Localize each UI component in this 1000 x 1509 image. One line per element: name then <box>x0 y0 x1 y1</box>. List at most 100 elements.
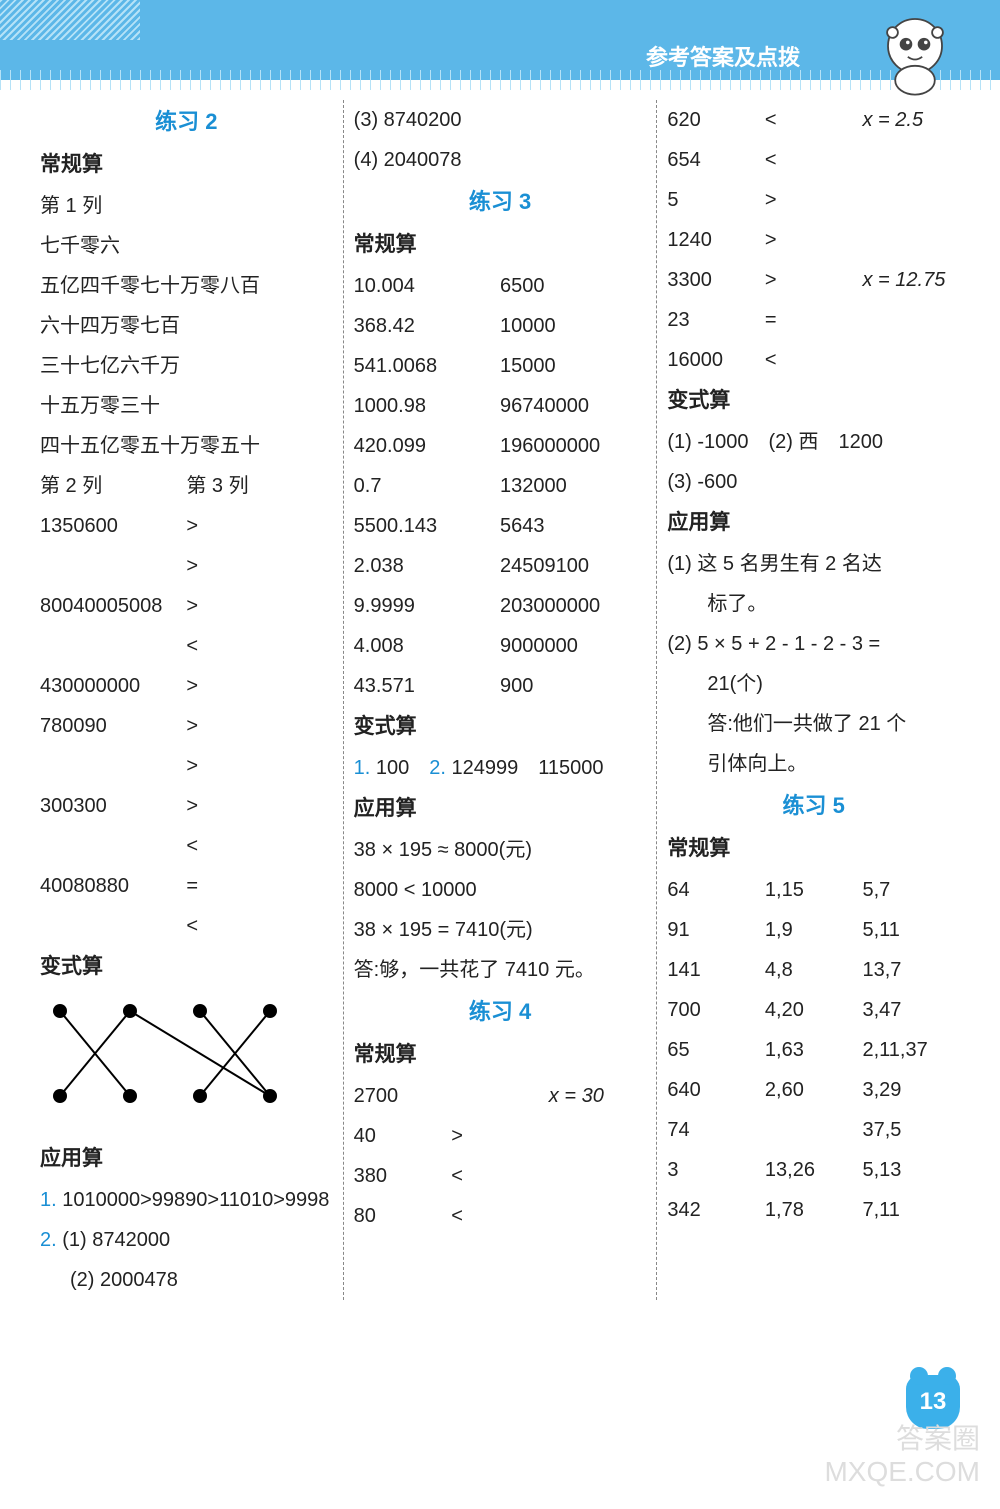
c1-list-4: 十五万零三十 <box>40 386 333 426</box>
cell: > <box>186 706 332 746</box>
ex2-title: 练习 2 <box>40 100 333 144</box>
c3-app-1: 标了。 <box>667 584 960 624</box>
cell: x = 2.5 <box>862 100 960 140</box>
cell: < <box>186 826 332 866</box>
cell: 15000 <box>500 346 646 386</box>
c2-top-1: (4) 2040078 <box>354 140 647 180</box>
cell <box>40 826 186 866</box>
ex3-title: 练习 3 <box>354 180 647 224</box>
c3-app-2: (2) 5 × 5 + 2 - 1 - 2 - 3 = <box>667 624 960 664</box>
cell: 5,7 <box>862 870 960 910</box>
cell: 2700 <box>354 1076 452 1116</box>
cell: 80040005008 <box>40 586 186 626</box>
cell: 13,26 <box>765 1150 863 1190</box>
watermark: 答案圈 MXQE.COM <box>824 1422 980 1489</box>
c1-list-3: 三十七亿六千万 <box>40 346 333 386</box>
c1-d1: 第 1 列 <box>40 186 333 226</box>
table-row: < <box>40 906 333 946</box>
cell: 1,78 <box>765 1190 863 1230</box>
column-2: (3) 8740200 (4) 2040078 练习 3 常规算 10.0046… <box>344 100 658 1300</box>
cell: > <box>186 786 332 826</box>
cell: 1350600 <box>40 506 186 546</box>
c1-list-0: 七千零六 <box>40 226 333 266</box>
table-row: 0.7132000 <box>354 466 647 506</box>
cell: 900 <box>500 666 646 706</box>
table-row: 300300> <box>40 786 333 826</box>
cell: > <box>765 180 863 220</box>
header-title: 参考答案及点拨 <box>646 40 800 72</box>
cell: 196000000 <box>500 426 646 466</box>
cell: 96740000 <box>500 386 646 426</box>
table-row: 7004,203,47 <box>667 990 960 1030</box>
c2-app-0: 38 × 195 ≈ 8000(元) <box>354 830 647 870</box>
cell: 16000 <box>667 340 765 380</box>
cell: 65 <box>667 1030 765 1070</box>
c1-app2-1: (2) 2000478 <box>40 1260 333 1300</box>
cell: < <box>186 906 332 946</box>
cell: 132000 <box>500 466 646 506</box>
cell: < <box>765 340 863 380</box>
cell <box>40 906 186 946</box>
cell: 541.0068 <box>354 346 500 386</box>
table-row: 541.006815000 <box>354 346 647 386</box>
cell: 1,15 <box>765 870 863 910</box>
cell: 9000000 <box>500 626 646 666</box>
cell: 2.038 <box>354 546 500 586</box>
cell: 620 <box>667 100 765 140</box>
cell: x = 12.75 <box>862 260 960 300</box>
mascot-icon <box>870 10 960 100</box>
column-3: 620<x = 2.5654<5>1240>3300>x = 12.7523=1… <box>657 100 970 1300</box>
cell: 203000000 <box>500 586 646 626</box>
cell <box>549 1156 647 1196</box>
cell: 7,11 <box>862 1190 960 1230</box>
cell: 5500.143 <box>354 506 500 546</box>
table-row: 3421,787,11 <box>667 1190 960 1230</box>
table-row: < <box>40 626 333 666</box>
cell: 5 <box>667 180 765 220</box>
cell: 13,7 <box>862 950 960 990</box>
c2-bs-1n: 1. <box>354 757 371 779</box>
c2-table: 10.0046500368.4210000541.0068150001000.9… <box>354 266 647 706</box>
cell: 368.42 <box>354 306 500 346</box>
cell: 10000 <box>500 306 646 346</box>
c2-top-0: (3) 8740200 <box>354 100 647 140</box>
table-row: 368.4210000 <box>354 306 647 346</box>
table-row: 10.0046500 <box>354 266 647 306</box>
matching-diagram <box>40 996 300 1116</box>
c2-bs-1: 100 <box>376 757 409 779</box>
c1-s3-title: 应用算 <box>40 1138 333 1180</box>
c1-app2-0-text: (1) 8742000 <box>62 1229 170 1251</box>
table-row: 420.099196000000 <box>354 426 647 466</box>
cell: > <box>765 220 863 260</box>
table-row: 380< <box>354 1156 647 1196</box>
c1-app1: 1. 1010000>99890>11010>9998 <box>40 1180 333 1220</box>
table-row: 651,632,11,37 <box>667 1030 960 1070</box>
table-row: 23= <box>667 300 960 340</box>
cell: 4.008 <box>354 626 500 666</box>
watermark-line1: 答案圈 <box>824 1422 980 1456</box>
table-row: 641,155,7 <box>667 870 960 910</box>
c2-tab2: 2700x = 3040>380<80< <box>354 1076 647 1236</box>
c2-bs-2b: 115000 <box>538 757 603 779</box>
cell <box>40 746 186 786</box>
top-bar: 参考答案及点拨 <box>0 0 1000 80</box>
c2-s3-title: 应用算 <box>354 788 647 830</box>
cell <box>549 1196 647 1236</box>
table-row: 654< <box>667 140 960 180</box>
cell: 380 <box>354 1156 452 1196</box>
c1-app1-text: 1010000>99890>11010>9998 <box>62 1189 329 1211</box>
table-row: 2.03824509100 <box>354 546 647 586</box>
c3-app-5: 引体向上。 <box>667 744 960 784</box>
cell: 141 <box>667 950 765 990</box>
cell: < <box>451 1196 549 1236</box>
c1-d2: 第 2 列 第 3 列 <box>40 466 333 506</box>
c2-bs-2a: 124999 <box>452 757 519 779</box>
cell: 64 <box>667 870 765 910</box>
cell: 5,13 <box>862 1150 960 1190</box>
cell: x = 30 <box>549 1076 647 1116</box>
c1-d2-left: 第 2 列 <box>40 466 186 506</box>
c2-app-2: 38 × 195 = 7410(元) <box>354 910 647 950</box>
c2-app-1: 8000 < 10000 <box>354 870 647 910</box>
cell: 5643 <box>500 506 646 546</box>
c1-app1-num: 1. <box>40 1189 57 1211</box>
